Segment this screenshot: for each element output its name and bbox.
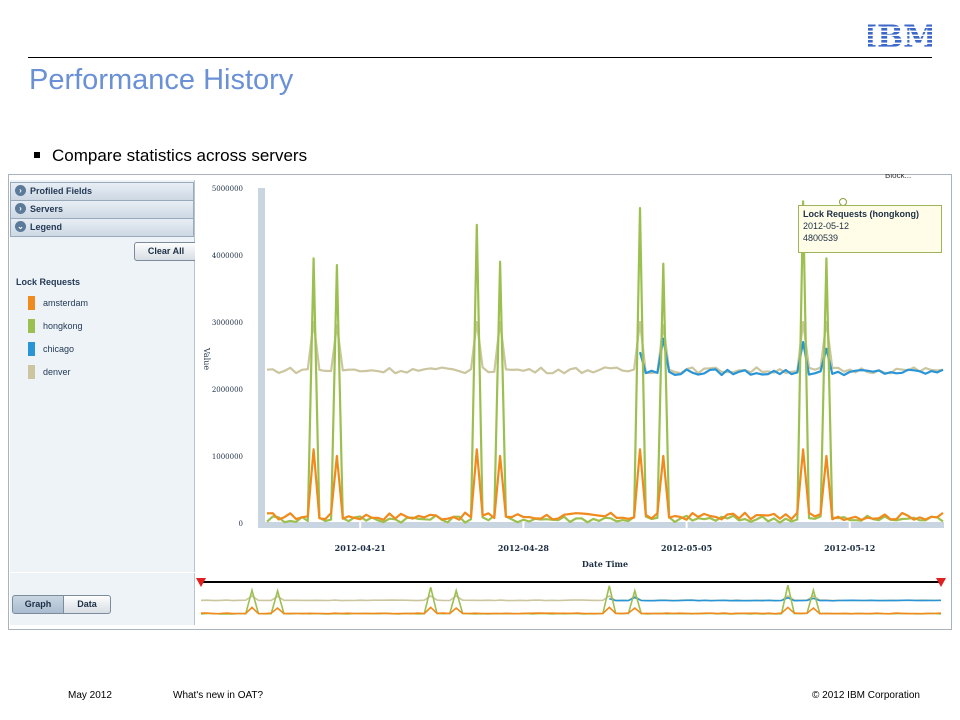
tooltip-value: 4800539 [803, 233, 839, 243]
legend-label: amsterdam [43, 298, 89, 308]
y-tick-label: 0 [239, 520, 243, 528]
x-tick-label: 2012-04-21 [335, 543, 386, 553]
bullet-text: Compare statistics across servers [52, 146, 308, 165]
overview-line-denver [200, 595, 941, 602]
chevron-down-icon: ⌄ [15, 221, 26, 233]
bullet-square-icon [34, 151, 40, 158]
legend-swatch [28, 342, 35, 356]
legend-swatch [28, 319, 35, 333]
tab-fragment[interactable]: Block... [885, 174, 912, 180]
chevron-right-icon: › [15, 185, 26, 197]
y-tick-label: 2000000 [212, 386, 243, 394]
overview-navigator[interactable] [196, 574, 948, 624]
footer-date: May 2012 [68, 690, 112, 701]
x-tick-label: 2012-05-05 [661, 543, 712, 553]
x-axis-label: Date Time [582, 559, 628, 569]
accordion-servers[interactable]: › Servers [10, 200, 194, 219]
y-axis-bar [258, 188, 265, 528]
ibm-logo-text: IBM [868, 20, 932, 50]
overview-line-chicago [609, 596, 942, 602]
legend-label: chicago [43, 344, 75, 354]
tooltip-date: 2012-05-12 [803, 221, 850, 231]
left-panel: › Profiled Fields › Servers ⌄ Legend Clear … [10, 180, 198, 572]
legend-label: hongkong [43, 321, 83, 331]
ibm-logo: IBM [868, 20, 932, 50]
y-tick-label: 3000000 [212, 319, 243, 327]
legend-item-chicago[interactable]: chicago [28, 342, 74, 356]
chevron-right-icon: › [15, 203, 26, 215]
legend-label: denver [43, 367, 71, 377]
y-axis-label: Value [202, 347, 211, 371]
data-view-button[interactable]: Data [63, 595, 111, 614]
line-chart: Value Date Time 5000000 4000000 3000000 200… [202, 185, 944, 569]
footer-subject: What's new in OAT? [173, 690, 264, 701]
range-end-handle-icon[interactable] [936, 578, 946, 587]
series-line-hongkong[interactable] [266, 200, 944, 524]
legend-swatch [28, 296, 35, 310]
legend-title: Lock Requests [16, 277, 81, 287]
footer-copyright: © 2012 IBM Corporation [812, 690, 920, 701]
legend-item-denver[interactable]: denver [28, 365, 71, 379]
legend-item-amsterdam[interactable]: amsterdam [28, 296, 88, 310]
series-line-amsterdam[interactable] [266, 448, 944, 522]
x-axis-bar [258, 522, 944, 528]
clear-all-button[interactable]: Clear All [134, 242, 198, 261]
tooltip-title: Lock Requests (hongkong) [803, 209, 920, 219]
range-start-handle-icon[interactable] [196, 578, 206, 587]
accordion-profiled-fields[interactable]: › Profiled Fields [10, 182, 194, 201]
y-tick-label: 4000000 [212, 252, 243, 260]
x-tick-label: 2012-05-12 [824, 543, 875, 553]
accordion-label: Servers [30, 204, 64, 214]
bullet-point: Compare statistics across servers [34, 146, 307, 166]
legend-swatch [28, 365, 35, 379]
series-line-chicago[interactable] [638, 337, 944, 377]
slide-title: Performance History [29, 64, 294, 96]
header-rule [28, 57, 932, 58]
y-tick-label: 5000000 [212, 185, 243, 193]
overview-line-amsterdam [201, 606, 942, 615]
accordion-label: Legend [30, 222, 63, 232]
accordion-legend[interactable]: ⌄ Legend [10, 218, 194, 237]
legend-item-hongkong[interactable]: hongkong [28, 319, 83, 333]
accordion-label: Profiled Fields [30, 186, 93, 196]
x-tick-label: 2012-04-28 [498, 543, 550, 553]
graph-view-button[interactable]: Graph [12, 595, 64, 614]
tooltip: Lock Requests (hongkong) 2012-05-12 4800… [798, 205, 942, 253]
y-tick-label: 1000000 [212, 453, 243, 461]
series-line-denver[interactable] [266, 320, 944, 375]
